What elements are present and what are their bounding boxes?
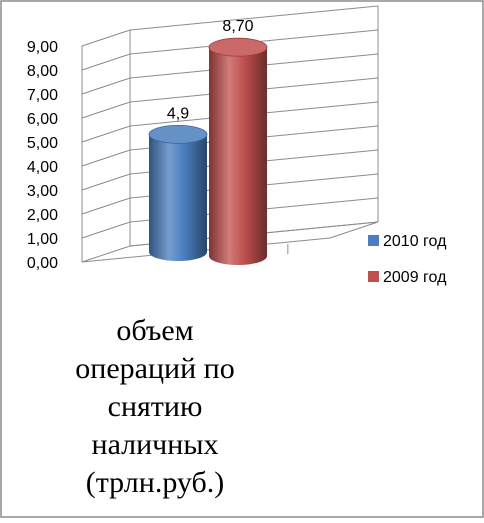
- y-tick-label: 7,00: [27, 87, 58, 104]
- title-line-4: наличных: [91, 428, 219, 461]
- title-line-3: снятию: [107, 390, 203, 423]
- y-tick-label: 4,00: [27, 159, 58, 176]
- bar: [208, 37, 268, 266]
- labels-layer: 0,00 1,00 2,00 3,00 4,00 5,00 6,00 7,00 8,00 9,00…: [27, 18, 254, 272]
- y-tick-label: 5,00: [27, 135, 58, 152]
- legend-entry: 2010 год: [383, 233, 447, 250]
- title-line-1: объем: [116, 314, 194, 347]
- bar-body: [149, 134, 207, 261]
- legend: 2010 год 2009 год: [368, 233, 447, 286]
- title-line-2: операций по: [75, 352, 235, 385]
- data-label: 4,9: [167, 105, 189, 122]
- legend-entry: 2009 год: [383, 269, 447, 286]
- y-tick-label: 2,00: [27, 207, 58, 224]
- bar-top-cap: [208, 37, 268, 57]
- bar-body: [209, 47, 267, 266]
- y-tick-label: 1,00: [27, 231, 58, 248]
- bars-layer: [148, 37, 268, 266]
- bar-top-cap: [148, 124, 208, 144]
- title-line-5: (трлн.руб.): [85, 466, 225, 499]
- y-tick-label: 9,00: [27, 39, 58, 56]
- y-tick-label: 6,00: [27, 111, 58, 128]
- data-label: 8,70: [222, 18, 253, 35]
- y-tick-label: 0,00: [27, 255, 58, 272]
- chart-title: объем операций по снятию наличных (трлн.…: [20, 312, 290, 502]
- legend-swatch: [368, 235, 379, 246]
- y-tick-label: 3,00: [27, 183, 58, 200]
- legend-swatch: [368, 271, 379, 282]
- y-tick-label: 8,00: [27, 63, 58, 80]
- bar: [148, 124, 208, 261]
